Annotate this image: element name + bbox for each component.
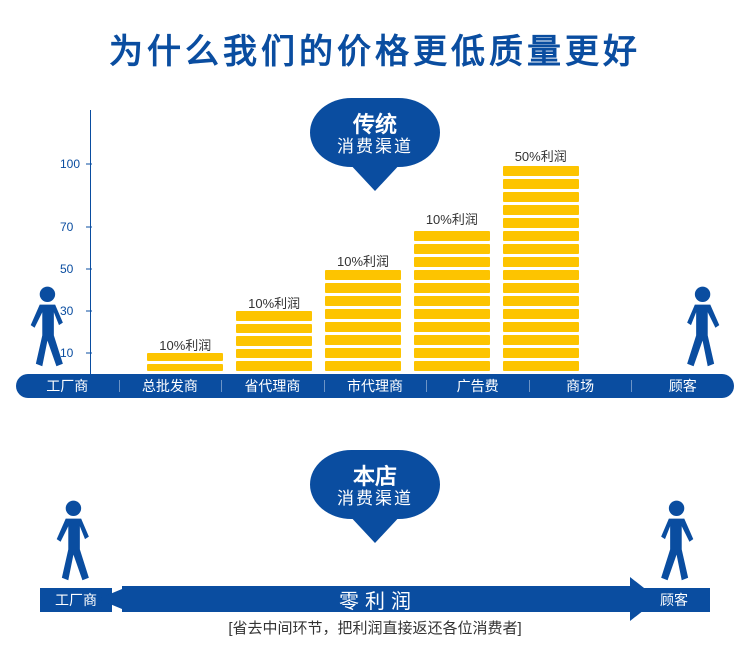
y-tick: 100 xyxy=(60,157,80,171)
bar-label: 10%利润 xyxy=(236,293,312,312)
y-tick: 30 xyxy=(60,304,73,318)
bar: 10%利润 xyxy=(147,353,223,374)
person-icon xyxy=(48,498,104,588)
x-axis-label: 市代理商 xyxy=(324,376,427,396)
y-tick: 50 xyxy=(60,262,73,276)
x-axis-label: 广告费 xyxy=(426,376,529,396)
bar: 10%利润 xyxy=(236,311,312,374)
bottom-right-label: 顾客 xyxy=(638,588,710,612)
arrow-text: 零利润 xyxy=(339,585,417,614)
x-axis-label: 工厂商 xyxy=(16,376,119,396)
zero-profit-arrow: 零利润 xyxy=(122,586,634,612)
bar-label: 10%利润 xyxy=(325,251,401,270)
top-chart: 传统 消费渠道 10%利润10%利润10%利润10%利润50%利润 工厂商总批发… xyxy=(16,110,734,430)
plot-area: 10%利润10%利润10%利润10%利润50%利润 xyxy=(52,164,674,374)
bottom-section: 本店 消费渠道 工厂商 零利润 顾客 [省去中间环节，把利润直接返还各位消费者] xyxy=(16,460,734,660)
y-tick: 10 xyxy=(60,346,73,360)
bar-label: 10%利润 xyxy=(147,335,223,354)
bottom-callout-line1: 本店 xyxy=(318,464,432,489)
x-axis-bar: 工厂商总批发商省代理商市代理商广告费商场顾客 xyxy=(16,374,734,398)
page-title: 为什么我们的价格更低质量更好 xyxy=(0,0,750,73)
bar: 50%利润 xyxy=(503,164,579,374)
x-axis-label: 商场 xyxy=(529,376,632,396)
person-icon xyxy=(22,284,78,374)
bar-label: 10%利润 xyxy=(414,209,490,228)
bar: 10%利润 xyxy=(325,269,401,374)
footnote: [省去中间环节，把利润直接返还各位消费者] xyxy=(16,617,734,638)
top-callout-line1: 传统 xyxy=(318,112,432,137)
person-icon xyxy=(646,498,702,588)
x-axis-label: 总批发商 xyxy=(119,376,222,396)
person-icon xyxy=(672,284,728,374)
top-callout-line2: 消费渠道 xyxy=(318,137,432,157)
bottom-callout: 本店 消费渠道 xyxy=(300,450,450,543)
x-axis-label: 顾客 xyxy=(631,376,734,396)
x-axis-label: 省代理商 xyxy=(221,376,324,396)
bar-label: 50%利润 xyxy=(503,146,579,165)
y-tick: 70 xyxy=(60,220,73,234)
bar: 10%利润 xyxy=(414,227,490,374)
bottom-callout-line2: 消费渠道 xyxy=(318,489,432,509)
